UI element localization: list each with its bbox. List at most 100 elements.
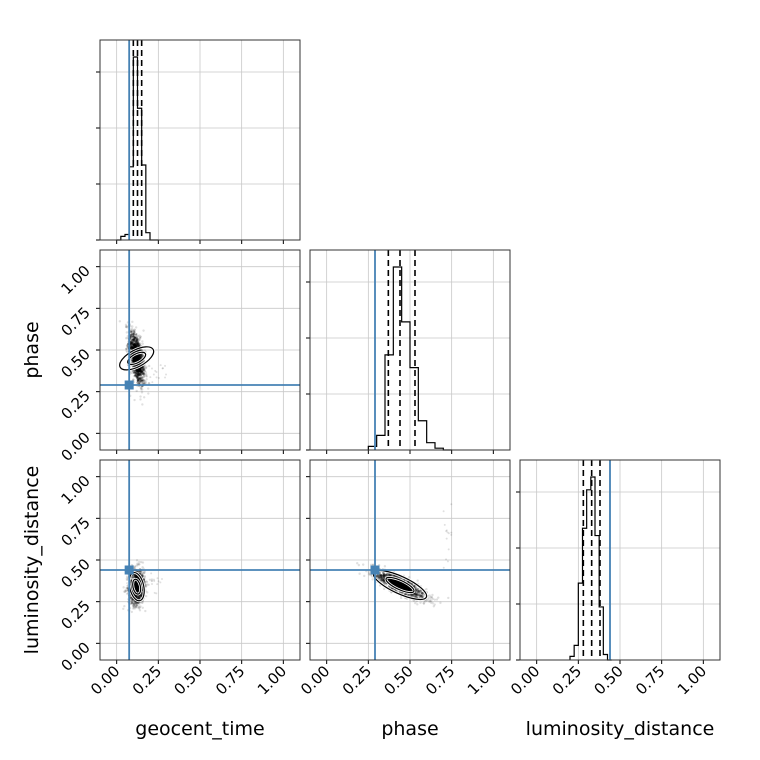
sample-point (126, 587, 129, 590)
sample-point (139, 386, 142, 389)
y-tick-label: 0.50 (57, 345, 93, 381)
sample-point (143, 574, 146, 578)
sample-point (124, 589, 127, 593)
sample-point (413, 592, 417, 596)
sample-point (139, 342, 142, 345)
x-tick-label: 1.00 (674, 662, 710, 698)
sample-point (135, 389, 138, 393)
sample-point (142, 381, 146, 385)
sample-point (450, 531, 453, 534)
sample-point (356, 562, 359, 565)
sample-point (136, 373, 140, 376)
sample-point (138, 609, 142, 612)
sample-point (131, 345, 134, 349)
sample-point (132, 371, 136, 374)
sample-point (131, 599, 134, 603)
sample-point (134, 337, 137, 340)
sample-point (135, 338, 139, 341)
sample-point (144, 367, 147, 370)
x-tick-label: 0.25 (339, 662, 375, 698)
sample-point (414, 601, 417, 605)
sample-point (147, 387, 150, 390)
sample-point (132, 357, 136, 361)
sample-point (142, 577, 146, 581)
sample-point (137, 341, 140, 344)
sample-point (145, 365, 148, 369)
sample-point (425, 587, 428, 591)
sample-point (381, 579, 384, 583)
sample-point (144, 371, 148, 374)
sample-point (132, 340, 135, 343)
sample-point (382, 575, 385, 578)
sample-point (132, 602, 135, 606)
sample-point (155, 371, 158, 374)
sample-point (421, 592, 424, 595)
sample-point (141, 380, 144, 383)
sample-point (137, 338, 140, 342)
y-tick-label: 0.00 (57, 638, 93, 674)
sample-point (134, 371, 137, 374)
sample-point (153, 580, 156, 583)
sample-point (442, 566, 445, 569)
sample-point (131, 335, 134, 339)
sample-point (129, 333, 133, 337)
sample-point (125, 586, 128, 590)
sample-point (136, 381, 139, 384)
sample-point (136, 376, 140, 380)
sample-point (421, 595, 424, 599)
sample-point (146, 583, 149, 586)
sample-point (137, 374, 141, 377)
sample-point (132, 333, 135, 336)
sample-point (135, 340, 138, 344)
sample-point (124, 589, 127, 592)
sample-point (130, 333, 133, 336)
sample-point (130, 597, 133, 600)
sample-point (367, 571, 371, 574)
sample-point (157, 377, 160, 380)
sample-point (425, 599, 428, 602)
sample-point (381, 578, 384, 581)
sample-point (150, 580, 153, 583)
sample-point (135, 605, 138, 609)
sample-point (447, 596, 450, 600)
sample-point (450, 533, 453, 536)
sample-point (129, 602, 133, 605)
sample-point (132, 338, 135, 342)
sample-point (155, 376, 158, 379)
sample-point (129, 347, 133, 350)
sample-point (152, 578, 155, 581)
sample-point (140, 601, 144, 605)
sample-point (131, 328, 135, 332)
sample-point (136, 375, 139, 378)
sample-point (144, 609, 147, 613)
sample-point (141, 348, 144, 352)
sample-point (132, 340, 136, 344)
sample-point (136, 342, 140, 346)
x-tick-label: 0.50 (170, 662, 206, 698)
x-tick-label: 0.75 (212, 662, 248, 698)
sample-point (419, 601, 422, 605)
sample-point (140, 376, 143, 379)
sample-point (416, 593, 419, 596)
sample-point (380, 577, 384, 580)
sample-point (133, 329, 137, 332)
sample-point (137, 589, 140, 592)
sample-point (138, 377, 142, 381)
sample-point (445, 530, 448, 533)
sample-point (137, 560, 141, 564)
sample-point (431, 601, 434, 605)
sample-point (371, 563, 375, 566)
sample-point (145, 584, 148, 588)
sample-point (418, 591, 421, 595)
sample-point (126, 586, 129, 590)
sample-point (383, 573, 386, 576)
sample-point (380, 578, 383, 582)
sample-point (136, 341, 140, 345)
sample-point (133, 336, 137, 340)
sample-point (137, 601, 140, 605)
sample-point (137, 377, 140, 381)
sample-point (125, 589, 128, 592)
sample-point (125, 325, 128, 328)
sample-point (132, 329, 136, 333)
sample-point (133, 602, 137, 605)
